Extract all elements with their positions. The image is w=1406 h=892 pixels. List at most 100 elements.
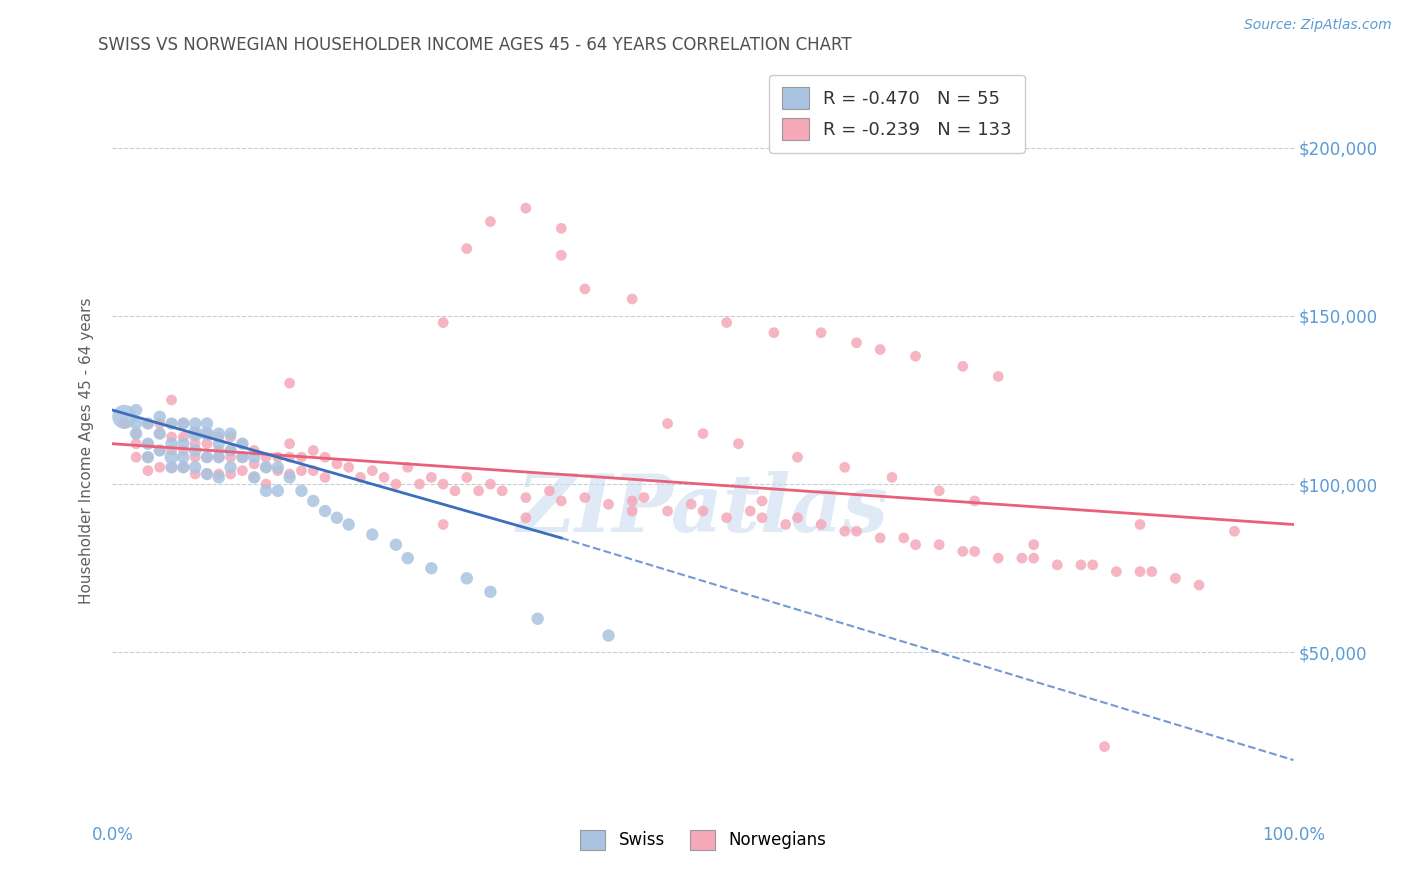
Point bbox=[432, 517, 454, 532]
Point bbox=[692, 504, 714, 518]
Point bbox=[657, 417, 679, 431]
Point bbox=[149, 426, 172, 441]
Point bbox=[219, 467, 242, 481]
Point bbox=[834, 460, 856, 475]
Point bbox=[149, 443, 172, 458]
Point bbox=[550, 494, 572, 508]
Point bbox=[231, 436, 253, 450]
Point bbox=[314, 470, 336, 484]
Point bbox=[254, 483, 277, 498]
Point bbox=[396, 551, 419, 566]
Point bbox=[456, 470, 478, 484]
Point bbox=[125, 403, 148, 417]
Point bbox=[254, 450, 277, 465]
Point bbox=[136, 450, 159, 465]
Point bbox=[278, 470, 301, 484]
Point bbox=[278, 467, 301, 481]
Point bbox=[361, 464, 384, 478]
Point bbox=[243, 443, 266, 458]
Point bbox=[1140, 565, 1163, 579]
Point bbox=[208, 450, 231, 465]
Point bbox=[681, 497, 703, 511]
Point bbox=[278, 436, 301, 450]
Point bbox=[267, 464, 290, 478]
Point bbox=[195, 426, 218, 441]
Point bbox=[184, 426, 207, 441]
Point bbox=[420, 470, 443, 484]
Point bbox=[326, 457, 349, 471]
Point bbox=[172, 460, 194, 475]
Legend: Swiss, Norwegians: Swiss, Norwegians bbox=[574, 823, 832, 856]
Point bbox=[621, 494, 644, 508]
Point bbox=[290, 483, 312, 498]
Point bbox=[184, 467, 207, 481]
Point bbox=[219, 443, 242, 458]
Point bbox=[550, 248, 572, 262]
Point bbox=[112, 409, 135, 424]
Point bbox=[172, 443, 194, 458]
Point bbox=[515, 491, 537, 505]
Point bbox=[172, 450, 194, 465]
Point bbox=[314, 450, 336, 465]
Point bbox=[479, 214, 502, 228]
Point bbox=[172, 417, 194, 431]
Point bbox=[195, 450, 218, 465]
Point bbox=[184, 443, 207, 458]
Point bbox=[928, 483, 950, 498]
Point bbox=[136, 417, 159, 431]
Point bbox=[172, 430, 194, 444]
Point bbox=[786, 510, 808, 524]
Point bbox=[231, 450, 253, 465]
Point bbox=[869, 343, 891, 357]
Point bbox=[538, 483, 561, 498]
Point bbox=[337, 517, 360, 532]
Point bbox=[125, 450, 148, 465]
Point bbox=[456, 242, 478, 256]
Point bbox=[515, 510, 537, 524]
Point bbox=[125, 436, 148, 450]
Point bbox=[149, 460, 172, 475]
Point bbox=[160, 392, 183, 407]
Point bbox=[314, 504, 336, 518]
Point bbox=[208, 426, 231, 441]
Point bbox=[491, 483, 513, 498]
Point bbox=[125, 417, 148, 431]
Point bbox=[1129, 517, 1152, 532]
Point bbox=[633, 491, 655, 505]
Point bbox=[231, 464, 253, 478]
Point bbox=[432, 477, 454, 491]
Point bbox=[149, 443, 172, 458]
Point bbox=[880, 470, 903, 484]
Point bbox=[904, 349, 927, 363]
Point bbox=[278, 450, 301, 465]
Point bbox=[598, 497, 620, 511]
Point bbox=[762, 326, 785, 340]
Point bbox=[231, 450, 253, 465]
Point bbox=[963, 544, 986, 558]
Point bbox=[432, 316, 454, 330]
Point bbox=[845, 524, 868, 539]
Point bbox=[786, 450, 808, 465]
Point bbox=[125, 426, 148, 441]
Point bbox=[444, 483, 467, 498]
Point bbox=[136, 417, 159, 431]
Point bbox=[963, 494, 986, 508]
Point bbox=[184, 426, 207, 441]
Point bbox=[621, 292, 644, 306]
Point bbox=[195, 467, 218, 481]
Point bbox=[160, 417, 183, 431]
Point bbox=[385, 477, 408, 491]
Point bbox=[987, 551, 1010, 566]
Point bbox=[195, 467, 218, 481]
Point bbox=[290, 464, 312, 478]
Point bbox=[184, 460, 207, 475]
Point bbox=[904, 538, 927, 552]
Text: ZIPatlas: ZIPatlas bbox=[517, 471, 889, 549]
Point bbox=[219, 450, 242, 465]
Point bbox=[775, 517, 797, 532]
Point bbox=[172, 417, 194, 431]
Point bbox=[456, 571, 478, 585]
Y-axis label: Householder Income Ages 45 - 64 years: Householder Income Ages 45 - 64 years bbox=[79, 297, 94, 604]
Point bbox=[243, 457, 266, 471]
Point bbox=[195, 426, 218, 441]
